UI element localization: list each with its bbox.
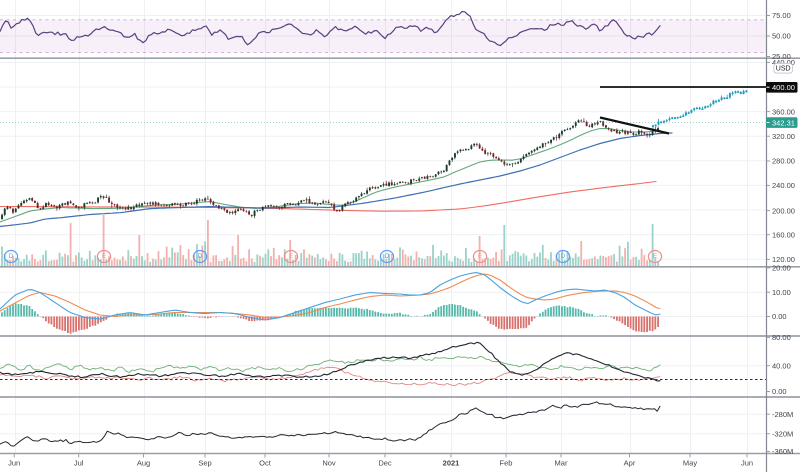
svg-text:10.00: 10.00 [772,288,791,297]
svg-text:E: E [102,254,106,260]
svg-text:D: D [198,254,203,260]
svg-text:20.00: 20.00 [772,264,791,273]
svg-text:D: D [9,254,14,260]
svg-text:240.00: 240.00 [772,181,795,190]
svg-text:40.00: 40.00 [772,361,791,370]
svg-text:Aug: Aug [137,459,150,468]
svg-text:E: E [289,254,293,260]
svg-text:80.00: 80.00 [772,333,791,342]
svg-text:-360M: -360M [772,447,793,456]
svg-text:Jun: Jun [741,459,753,468]
svg-text:-320M: -320M [772,429,793,438]
svg-text:160.00: 160.00 [772,230,795,239]
svg-text:280.00: 280.00 [772,157,795,166]
svg-text:200.00: 200.00 [772,206,795,215]
svg-text:D: D [561,254,566,260]
svg-text:-280M: -280M [772,410,793,419]
svg-text:320.00: 320.00 [772,132,795,141]
svg-text:50.00: 50.00 [772,32,791,41]
svg-text:Apr: Apr [624,459,636,468]
svg-text:Jul: Jul [74,459,84,468]
svg-text:360.00: 360.00 [772,107,795,116]
svg-text:Nov: Nov [322,459,336,468]
svg-text:2021: 2021 [443,459,460,468]
svg-text:E: E [478,254,482,260]
svg-text:Feb: Feb [500,459,513,468]
svg-text:Jun: Jun [8,459,20,468]
svg-text:D: D [385,254,390,260]
svg-text:25.00: 25.00 [772,52,791,61]
svg-text:Sep: Sep [198,459,211,468]
svg-text:120.00: 120.00 [772,255,795,264]
svg-text:Mar: Mar [555,459,568,468]
svg-text:May: May [683,459,697,468]
svg-text:342.31: 342.31 [772,118,795,127]
svg-text:E: E [653,254,657,260]
svg-text:Oct: Oct [259,459,272,468]
svg-text:USD: USD [776,66,791,73]
svg-text:Dec: Dec [378,459,392,468]
svg-text:0.00: 0.00 [772,387,787,396]
svg-text:0.00: 0.00 [772,312,787,321]
svg-text:400.00: 400.00 [772,83,795,92]
svg-text:75.00: 75.00 [772,11,791,20]
svg-text:440.00: 440.00 [772,58,795,67]
